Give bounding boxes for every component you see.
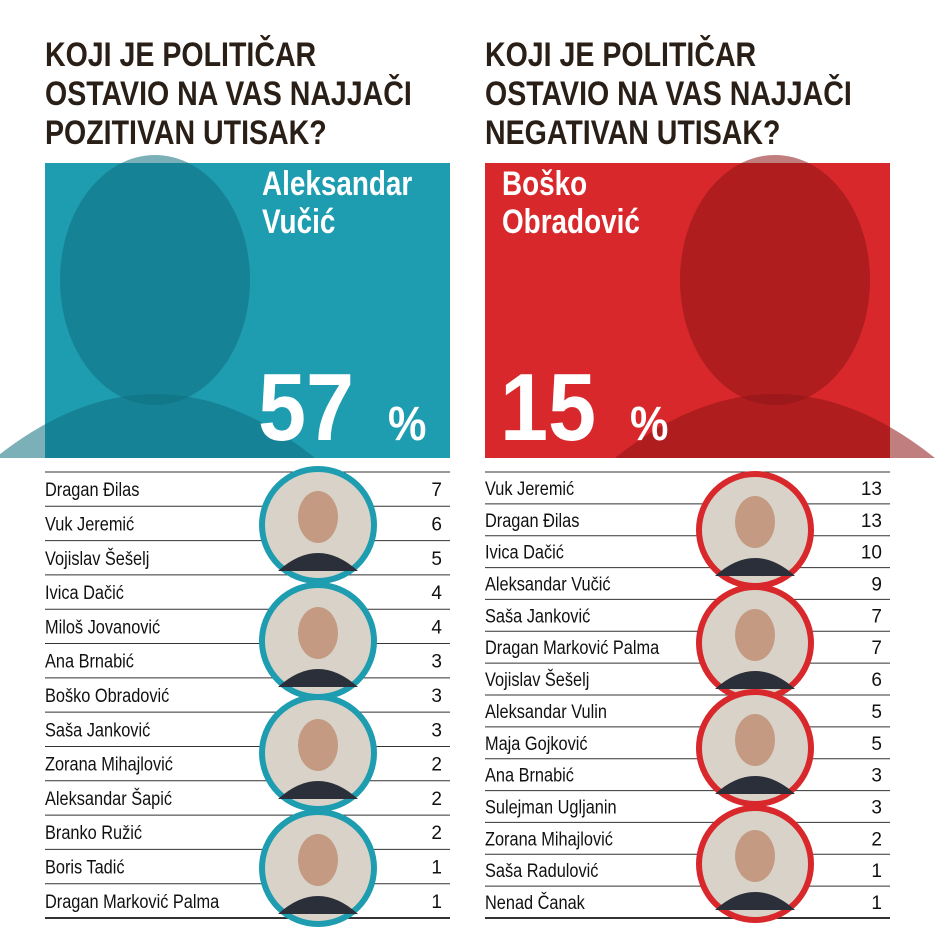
row-value: 3 bbox=[431, 720, 442, 741]
row-name: Sulejman Ugljanin bbox=[485, 796, 617, 817]
row-name: Saša Radulović bbox=[485, 860, 599, 881]
row-value: 1 bbox=[431, 858, 442, 879]
portrait-face bbox=[298, 607, 338, 659]
row-value: 7 bbox=[871, 638, 882, 659]
row-name: Aleksandar Vučić bbox=[485, 573, 611, 594]
leader-name: Boško bbox=[502, 164, 587, 202]
portrait-silhouette bbox=[680, 155, 870, 405]
panel-title-line: NEGATIVAN UTISAK? bbox=[485, 114, 780, 152]
row-value: 6 bbox=[871, 670, 882, 691]
row-name: Vojislav Šešelj bbox=[485, 668, 589, 691]
row-value: 4 bbox=[431, 617, 442, 638]
row-value: 10 bbox=[861, 543, 882, 564]
panel-title-line: KOJI JE POLITIČAR bbox=[485, 35, 756, 74]
row-name: Branko Ružić bbox=[45, 822, 142, 843]
row-name: Boško Obradović bbox=[45, 685, 169, 706]
row-value: 3 bbox=[871, 798, 882, 819]
percent-unit: % bbox=[630, 397, 668, 451]
portrait-face bbox=[735, 609, 775, 661]
row-value: 3 bbox=[431, 652, 442, 673]
leader-percent: 15 bbox=[500, 354, 596, 461]
portrait-body bbox=[278, 896, 358, 914]
row-name: Zorana Mihajlović bbox=[485, 828, 613, 849]
row-value: 6 bbox=[431, 514, 442, 535]
panel-title-line: OSTAVIO NA VAS NAJJAČI bbox=[485, 74, 852, 113]
panel-title-line: OSTAVIO NA VAS NAJJAČI bbox=[45, 74, 412, 113]
row-name: Vuk Jeremić bbox=[485, 478, 574, 499]
leader-name: Aleksandar bbox=[262, 164, 412, 202]
row-value: 5 bbox=[871, 734, 882, 755]
percent-unit: % bbox=[388, 397, 426, 451]
row-value: 13 bbox=[861, 479, 882, 500]
panel-title-line: POZITIVAN UTISAK? bbox=[45, 114, 327, 152]
row-value: 3 bbox=[871, 766, 882, 787]
leader-name: Vučić bbox=[262, 202, 335, 240]
row-value: 2 bbox=[431, 823, 442, 844]
row-name: Ivica Dačić bbox=[485, 541, 564, 562]
portrait-face bbox=[298, 834, 338, 886]
row-name: Saša Janković bbox=[45, 719, 150, 740]
row-value: 1 bbox=[871, 861, 882, 882]
portrait-shoulders bbox=[615, 394, 935, 458]
leader-percent: 57 bbox=[258, 354, 354, 461]
portrait-face bbox=[735, 496, 775, 548]
row-name: Boris Tadić bbox=[45, 856, 125, 877]
portrait-shoulders bbox=[0, 394, 315, 458]
portrait-body bbox=[715, 892, 795, 910]
row-value: 13 bbox=[861, 511, 882, 532]
row-name: Dragan Đilas bbox=[485, 510, 579, 531]
leader-name: Obradović bbox=[502, 202, 640, 240]
portrait-body bbox=[278, 781, 358, 799]
portrait-face bbox=[735, 714, 775, 766]
row-name: Dragan Đilas bbox=[45, 479, 139, 500]
row-value: 2 bbox=[431, 789, 442, 810]
panel-title-line: KOJI JE POLITIČAR bbox=[45, 35, 316, 74]
row-name: Aleksandar Vulin bbox=[485, 701, 607, 722]
portrait-body bbox=[278, 669, 358, 687]
row-value: 9 bbox=[871, 575, 882, 596]
portrait-body bbox=[715, 776, 795, 794]
row-value: 2 bbox=[871, 829, 882, 850]
row-name: Zorana Mihajlović bbox=[45, 753, 173, 774]
row-name: Aleksandar Šapić bbox=[45, 787, 172, 810]
row-name: Ana Brnabić bbox=[45, 651, 134, 672]
portrait-body bbox=[715, 558, 795, 576]
row-value: 2 bbox=[431, 755, 442, 776]
row-name: Dragan Marković Palma bbox=[45, 891, 219, 912]
row-name: Vuk Jeremić bbox=[45, 513, 134, 534]
row-value: 3 bbox=[431, 686, 442, 707]
row-value: 5 bbox=[431, 549, 442, 570]
row-name: Ana Brnabić bbox=[485, 764, 574, 785]
portrait-face bbox=[298, 491, 338, 543]
row-name: Vojislav Šešelj bbox=[45, 547, 149, 570]
portrait-silhouette bbox=[60, 155, 250, 405]
row-name: Dragan Marković Palma bbox=[485, 637, 659, 658]
portrait-face bbox=[735, 830, 775, 882]
row-value: 5 bbox=[871, 702, 882, 723]
row-value: 7 bbox=[871, 606, 882, 627]
row-name: Nenad Čanak bbox=[485, 891, 585, 914]
portrait-face bbox=[298, 719, 338, 771]
row-name: Ivica Dačić bbox=[45, 582, 124, 603]
row-name: Maja Gojković bbox=[485, 733, 588, 754]
row-value: 1 bbox=[871, 893, 882, 914]
row-value: 4 bbox=[431, 583, 442, 604]
row-name: Saša Janković bbox=[485, 605, 590, 626]
portrait-body bbox=[278, 553, 358, 571]
row-value: 7 bbox=[431, 480, 442, 501]
row-name: Miloš Jovanović bbox=[45, 616, 160, 637]
portrait-body bbox=[715, 671, 795, 689]
row-value: 1 bbox=[431, 892, 442, 913]
